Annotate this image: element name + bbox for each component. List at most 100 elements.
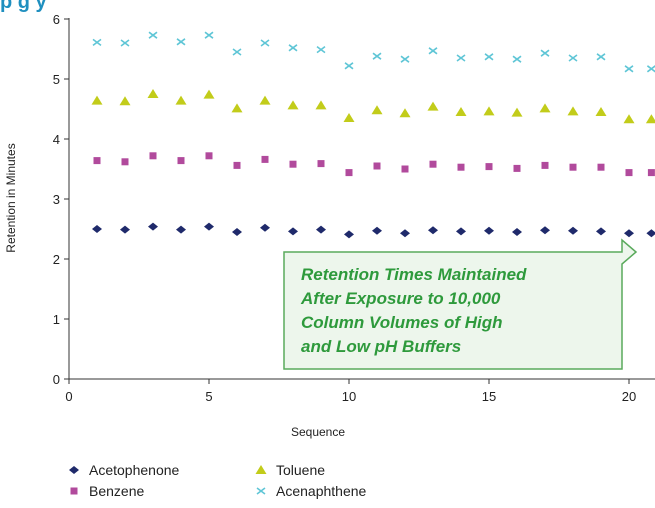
data-point: [233, 161, 241, 169]
legend-label: Benzene: [89, 483, 144, 499]
data-point: [484, 226, 494, 235]
data-point: [540, 49, 550, 57]
data-point: [147, 89, 159, 98]
data-point: [316, 45, 326, 54]
data-point: [455, 107, 467, 116]
data-point: [400, 55, 410, 63]
data-point: [596, 227, 606, 236]
chart-title-fragment: p g y: [0, 0, 48, 13]
data-point: [205, 152, 213, 160]
y-tick-label: 1: [53, 312, 60, 327]
data-point: [204, 222, 214, 231]
y-tick-label: 5: [53, 72, 60, 87]
callout-box: [283, 238, 638, 370]
series-toluene: [91, 89, 655, 124]
data-point: [427, 101, 439, 111]
data-point: [512, 55, 522, 63]
data-point: [373, 162, 381, 170]
data-point: [176, 225, 186, 234]
legend-marker: [255, 465, 267, 474]
y-tick-label: 2: [53, 252, 60, 267]
series-acenaphthene: [92, 31, 655, 73]
legend: Acetophenone Toluene Benzene Acenaphthene: [69, 462, 367, 499]
data-point: [457, 163, 465, 171]
data-point: [428, 226, 438, 235]
data-point: [597, 163, 605, 171]
callout-line-4: and Low pH Buffers: [301, 337, 461, 356]
data-point: [148, 222, 158, 231]
data-point: [93, 157, 101, 165]
x-tick-label: 15: [482, 389, 496, 404]
data-point: [624, 229, 634, 238]
data-point: [371, 105, 383, 115]
data-point: [121, 158, 129, 166]
data-point: [175, 95, 187, 105]
series-benzene: [93, 152, 655, 177]
data-point: [259, 95, 271, 105]
y-axis-label: Retention in Minutes: [4, 143, 18, 252]
data-point: [372, 52, 382, 60]
data-point: [317, 160, 325, 168]
data-point: [149, 152, 157, 160]
data-point: [260, 39, 270, 47]
data-point: [176, 38, 186, 46]
data-point: [647, 169, 655, 177]
data-point: [568, 54, 578, 62]
data-point: [540, 226, 550, 235]
data-point: [92, 38, 102, 47]
y-ticks: 0 1 2 3 4 5 6: [53, 12, 69, 387]
x-ticks: 0 5 10 15 20: [65, 379, 636, 404]
data-point: [399, 108, 411, 118]
data-point: [401, 165, 409, 173]
y-tick-label: 4: [53, 132, 60, 147]
legend-marker: [256, 487, 266, 495]
data-point: [344, 62, 354, 70]
data-point: [512, 228, 522, 236]
data-point: [119, 96, 131, 106]
y-tick-label: 0: [53, 372, 60, 387]
legend-label: Acetophenone: [89, 462, 180, 478]
data-point: [456, 227, 466, 236]
data-point: [120, 39, 130, 47]
y-tick-label: 6: [53, 12, 60, 27]
x-axis-label: Sequence: [291, 425, 345, 439]
data-point: [289, 160, 297, 168]
data-point: [372, 226, 382, 235]
data-point: [567, 106, 579, 116]
legend-label: Acenaphthene: [276, 483, 367, 499]
data-point: [148, 31, 158, 39]
data-point: [595, 107, 607, 116]
legend-label: Toluene: [276, 462, 325, 478]
data-point: [569, 163, 577, 171]
data-point: [344, 230, 354, 239]
x-tick-label: 0: [65, 389, 72, 404]
data-point: [232, 48, 242, 56]
data-point: [400, 229, 410, 238]
data-point: [92, 225, 102, 233]
callout-line-2: After Exposure to 10,000: [300, 289, 501, 308]
data-point: [456, 54, 466, 62]
data-point: [623, 114, 635, 124]
data-point: [568, 226, 578, 235]
data-point: [120, 225, 130, 234]
data-point: [596, 53, 606, 61]
data-point: [177, 157, 185, 165]
data-point: [288, 44, 298, 52]
x-tick-label: 5: [205, 389, 212, 404]
data-point: [483, 106, 495, 116]
annotation-callout: Retention Times Maintained After Exposur…: [283, 238, 638, 370]
data-point: [513, 164, 521, 172]
callout-line-1: Retention Times Maintained: [301, 265, 527, 284]
legend-item-benzene: Benzene: [70, 483, 144, 499]
x-tick-label: 20: [622, 389, 636, 404]
legend-item-acenaphthene: Acenaphthene: [256, 483, 367, 499]
data-point: [645, 114, 655, 124]
data-point: [646, 229, 655, 238]
data-point: [345, 169, 353, 177]
data-point: [288, 227, 298, 236]
data-point: [91, 95, 103, 105]
legend-item-acetophenone: Acetophenone: [69, 462, 180, 478]
data-point: [203, 89, 215, 99]
data-point: [232, 228, 242, 236]
data-point: [624, 65, 634, 73]
